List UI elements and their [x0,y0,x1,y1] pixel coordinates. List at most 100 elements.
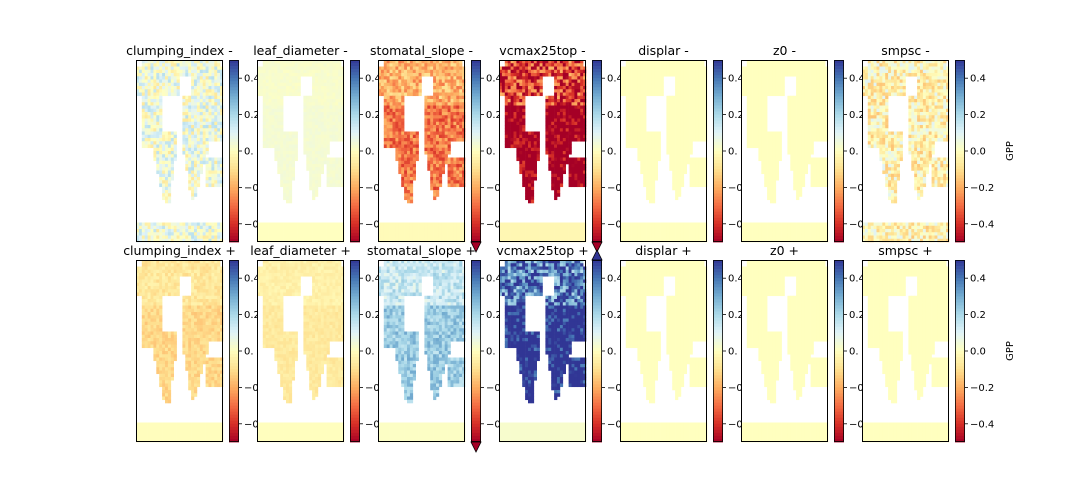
map-cell [265,92,269,97]
map-cell [257,238,261,243]
map-cell [415,79,419,84]
map-cell [277,112,281,116]
map-cell [392,115,396,119]
map-cell [536,92,540,97]
map-cell [507,86,511,90]
map-cell [196,138,201,142]
colorbar-segment [592,102,602,106]
map-cell [407,144,411,149]
map-cell [565,92,569,97]
map-cell [433,167,437,171]
map-cell [689,79,693,84]
map-cell [562,144,566,149]
map-cell [404,186,408,191]
map-cell [554,222,558,227]
map-cell [559,170,564,175]
map-cell [704,115,708,119]
map-cell [580,167,584,171]
map-cell [551,99,555,103]
colorbar-segment [350,120,360,125]
map-cell [320,235,324,240]
map-cell [577,102,581,106]
colorbar-segment [471,172,481,176]
map-cell [288,144,293,149]
map-cell [136,76,140,80]
map-cell [436,157,440,162]
map-cell [577,66,581,71]
map-cell [583,128,587,132]
map-cell [504,232,508,236]
map-cell [332,232,336,236]
map-cell [415,89,419,93]
map-cell [522,82,526,87]
colorbar-segment [471,132,481,137]
map-cell [456,134,460,139]
map-cell [196,229,201,233]
map-cell [430,141,434,145]
map-cell [530,238,535,243]
map-cell [144,108,148,113]
map-cell [315,144,319,149]
panel-title: vcmax25top - [499,43,585,58]
map-cell [271,108,275,113]
map-cell [395,131,399,136]
map-cell [519,154,523,158]
map-cell [176,69,180,74]
map-cell [315,79,319,84]
map-cell [288,199,293,204]
map-cell [539,76,543,80]
map-cell [165,92,169,97]
map-cell [170,222,174,227]
map-cell [165,131,169,136]
map-cell [395,99,399,103]
map-cell [191,180,195,184]
map-cell [283,235,287,240]
map-cell [695,60,699,64]
map-cell [444,138,448,142]
map-cell [522,225,526,230]
map-cell [686,108,690,113]
map-cell [326,170,330,175]
map-cell [450,108,454,113]
map-cell [303,229,307,233]
map-cell [378,79,382,84]
map-cell [409,147,414,152]
map-cell [462,183,466,188]
map-cell [398,118,402,123]
map-cell [291,238,295,243]
map-cell [283,69,287,74]
map-cell [283,196,287,201]
map-cell [689,112,693,116]
map-cell [383,115,387,119]
map-cell [194,82,198,87]
map-cell [436,95,440,100]
map-cell [257,229,261,233]
map-cell [341,160,345,165]
map-cell [153,121,157,126]
map-cell [646,86,650,90]
map-cell [323,60,327,64]
map-cell [583,69,587,74]
map-cell [404,157,408,162]
map-cell [404,196,408,201]
map-cell [522,229,526,233]
map-cell [297,82,301,87]
map-cell [150,121,154,126]
map-cell [341,108,345,113]
map-cell [412,147,416,152]
map-cell [433,82,437,87]
map-cell [220,112,224,116]
map-cell [640,63,644,67]
map-cell [280,112,284,116]
map-cell [202,108,206,113]
colorbar-tick-label: −0 [244,183,259,194]
map-cell [562,73,566,77]
map-cell [686,73,690,77]
map-cell [167,63,172,67]
map-cell [436,170,440,175]
map-cell [698,66,702,71]
map-cell [265,105,269,110]
map-cell [554,160,558,165]
map-cell [634,95,638,100]
map-cell [306,134,310,139]
